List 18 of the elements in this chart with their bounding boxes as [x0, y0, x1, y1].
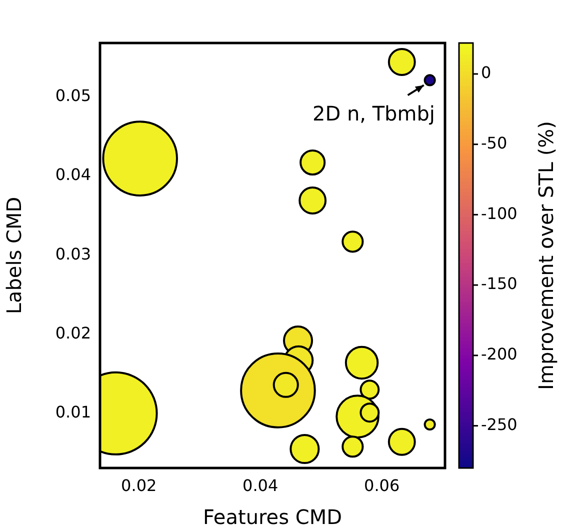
- y-tick-label: 0.02: [55, 323, 91, 342]
- y-axis-title: Labels CMD: [2, 196, 26, 314]
- y-tick-label: 0.03: [55, 244, 91, 264]
- x-tick-label: 0.02: [121, 476, 157, 495]
- x-axis-title: Features CMD: [203, 505, 342, 530]
- color-bar-label: -250: [481, 414, 518, 434]
- y-tick-label: 0.05: [55, 86, 91, 105]
- color-bar-label: 0: [481, 63, 492, 82]
- x-tick-label: 0.06: [364, 476, 400, 495]
- x-tick-label: 0.04: [242, 476, 278, 495]
- color-bar-title: Improvement over STL (%): [534, 121, 558, 390]
- annotation: 2D n, Tbmbj: [312, 101, 435, 126]
- y-tick-label: 0.04: [55, 165, 91, 184]
- color-bar-label: -150: [481, 274, 518, 294]
- y-tick-label: 0.01: [55, 402, 91, 422]
- color-bar-label: -50: [481, 133, 508, 152]
- color-bar-label: -200: [481, 344, 518, 364]
- color-bar-label: -100: [481, 204, 518, 223]
